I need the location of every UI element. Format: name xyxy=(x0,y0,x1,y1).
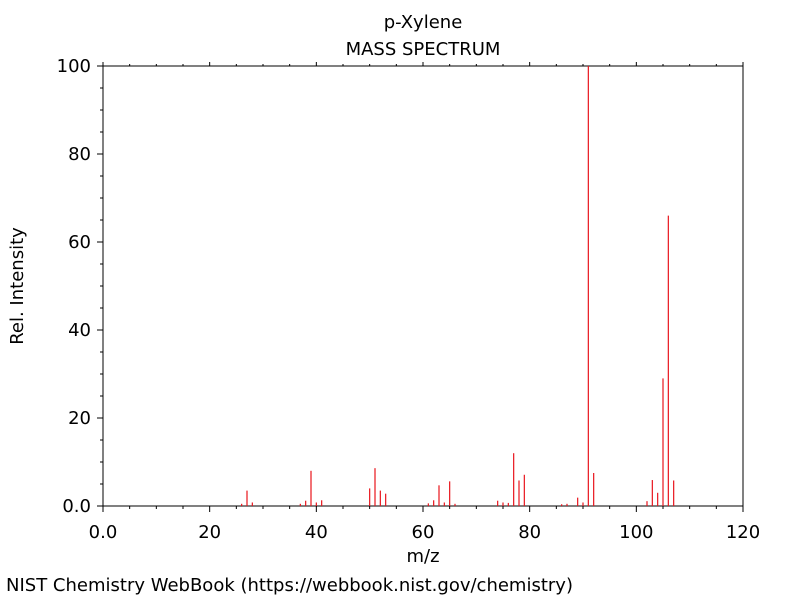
x-tick-label: 80 xyxy=(518,522,541,543)
y-axis-label: Rel. Intensity xyxy=(7,227,28,345)
plot-frame xyxy=(102,65,744,507)
y-tick-label: 80 xyxy=(68,144,91,165)
y-axis: 0.0 20 40 60 80 100 xyxy=(57,56,103,517)
x-tick-label: 40 xyxy=(305,522,328,543)
chart-subtitle: MASS SPECTRUM xyxy=(346,39,501,60)
y-tick-label: 100 xyxy=(57,56,91,77)
x-tick-label: 120 xyxy=(726,522,760,543)
x-axis: 0.0 20 40 60 80 100 120 xyxy=(89,62,760,543)
y-tick-label: 20 xyxy=(68,408,91,429)
y-tick-label: 0.0 xyxy=(62,496,91,517)
y-tick-label: 60 xyxy=(68,232,91,253)
source-credit: NIST Chemistry WebBook (https://webbook.… xyxy=(6,575,573,596)
y-tick-label: 40 xyxy=(68,320,91,341)
x-tick-label: 100 xyxy=(619,522,653,543)
x-tick-label: 20 xyxy=(198,522,221,543)
x-tick-label: 0.0 xyxy=(89,522,118,543)
x-axis-label: m/z xyxy=(406,546,439,567)
chart-title: p-Xylene xyxy=(384,12,463,33)
x-tick-label: 60 xyxy=(412,522,435,543)
peaks-layer xyxy=(241,66,675,506)
